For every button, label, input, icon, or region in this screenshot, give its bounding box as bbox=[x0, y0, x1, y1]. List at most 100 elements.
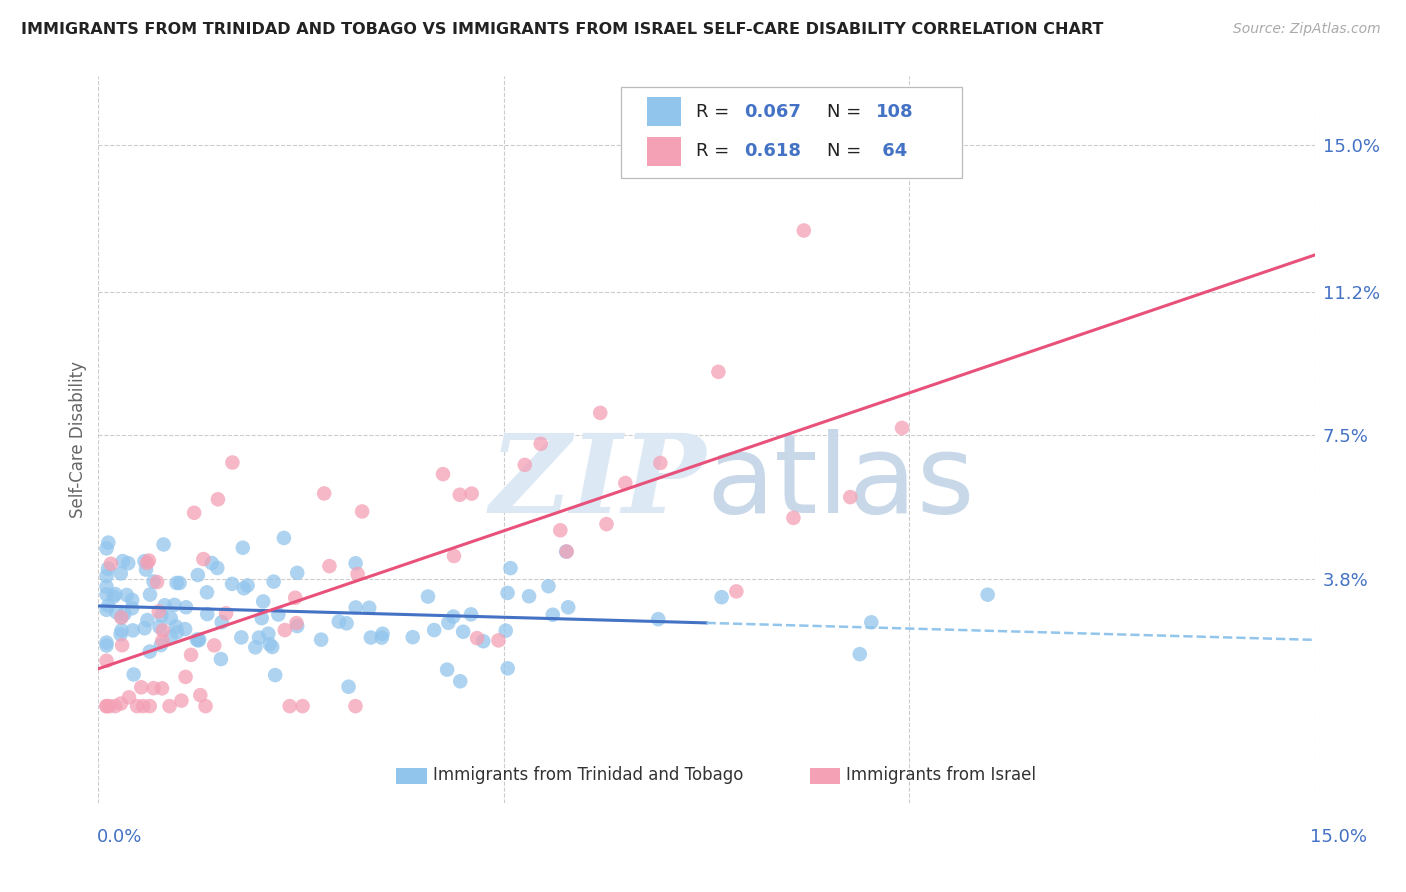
Point bbox=[103, 590, 125, 604]
Point bbox=[159, 699, 181, 714]
Point bbox=[359, 600, 381, 615]
Point bbox=[183, 506, 205, 520]
Text: 0.0%: 0.0% bbox=[97, 828, 142, 846]
Point bbox=[98, 699, 121, 714]
Point bbox=[96, 587, 118, 601]
Point bbox=[150, 633, 173, 648]
Point bbox=[517, 589, 540, 603]
Point bbox=[174, 622, 197, 636]
Point bbox=[436, 663, 458, 677]
Point bbox=[97, 535, 120, 549]
Text: Immigrants from Israel: Immigrants from Israel bbox=[846, 766, 1036, 784]
Point bbox=[291, 699, 314, 714]
Point bbox=[555, 544, 578, 558]
Point bbox=[121, 593, 143, 607]
Point bbox=[159, 630, 181, 644]
Point bbox=[285, 566, 308, 580]
FancyBboxPatch shape bbox=[647, 97, 681, 127]
Point bbox=[110, 566, 132, 581]
Point bbox=[138, 699, 160, 714]
Point bbox=[402, 630, 425, 644]
Point bbox=[647, 612, 669, 626]
Point bbox=[152, 624, 174, 638]
Point bbox=[114, 607, 136, 621]
Point bbox=[142, 574, 165, 589]
Point bbox=[142, 681, 165, 696]
Point bbox=[127, 699, 149, 714]
Text: R =: R = bbox=[696, 142, 734, 160]
Point bbox=[472, 634, 495, 648]
Point bbox=[96, 699, 118, 714]
Point bbox=[209, 652, 232, 666]
Point bbox=[274, 623, 297, 637]
Point bbox=[166, 576, 188, 591]
Point bbox=[449, 674, 471, 689]
Point bbox=[557, 600, 579, 615]
Point bbox=[132, 699, 155, 714]
Text: N =: N = bbox=[827, 103, 868, 120]
FancyBboxPatch shape bbox=[647, 136, 681, 166]
Point bbox=[138, 553, 160, 567]
Point bbox=[352, 504, 374, 518]
Point bbox=[134, 621, 156, 635]
Point bbox=[110, 624, 132, 638]
Point bbox=[136, 613, 159, 627]
Point bbox=[215, 607, 238, 621]
Point bbox=[285, 616, 308, 631]
Point bbox=[441, 609, 464, 624]
Point bbox=[650, 456, 672, 470]
Point bbox=[443, 549, 465, 563]
Point bbox=[96, 603, 118, 617]
Point bbox=[111, 554, 134, 568]
Point bbox=[891, 421, 914, 435]
Point bbox=[153, 599, 176, 613]
Point bbox=[360, 631, 382, 645]
Point bbox=[252, 594, 274, 608]
Point bbox=[195, 585, 218, 599]
Point bbox=[423, 623, 446, 637]
Point bbox=[202, 638, 225, 652]
Text: R =: R = bbox=[696, 103, 734, 120]
Point bbox=[595, 517, 617, 532]
Point bbox=[207, 561, 229, 575]
Text: 0.067: 0.067 bbox=[744, 103, 801, 120]
Point bbox=[135, 563, 157, 577]
Point bbox=[488, 633, 510, 648]
Point bbox=[159, 611, 181, 625]
Text: N =: N = bbox=[827, 142, 868, 160]
Point bbox=[96, 635, 118, 649]
Point bbox=[496, 586, 519, 600]
Point bbox=[194, 699, 217, 714]
Point bbox=[460, 607, 482, 622]
Point bbox=[115, 588, 138, 602]
Y-axis label: Self-Care Disability: Self-Care Disability bbox=[69, 360, 87, 518]
FancyBboxPatch shape bbox=[396, 768, 427, 784]
Point bbox=[232, 581, 254, 595]
Text: atlas: atlas bbox=[707, 429, 974, 536]
Point bbox=[318, 559, 340, 574]
Point bbox=[284, 591, 307, 605]
Point bbox=[267, 607, 290, 622]
Text: 15.0%: 15.0% bbox=[1310, 828, 1367, 846]
Point bbox=[180, 648, 202, 662]
Point bbox=[263, 574, 285, 589]
Point bbox=[976, 588, 998, 602]
Point bbox=[262, 640, 284, 654]
Point bbox=[309, 632, 332, 647]
Point bbox=[96, 580, 118, 594]
Point bbox=[465, 631, 488, 645]
Point bbox=[614, 476, 637, 491]
Point bbox=[139, 588, 162, 602]
Point bbox=[166, 625, 188, 640]
Point bbox=[432, 467, 454, 482]
Point bbox=[537, 579, 560, 593]
Point bbox=[416, 590, 439, 604]
Point bbox=[589, 406, 612, 420]
Point bbox=[110, 627, 132, 641]
Point bbox=[150, 681, 173, 696]
Point bbox=[97, 561, 120, 575]
Point bbox=[165, 619, 187, 633]
Point bbox=[849, 647, 872, 661]
Point bbox=[187, 633, 209, 648]
Point bbox=[437, 615, 460, 630]
